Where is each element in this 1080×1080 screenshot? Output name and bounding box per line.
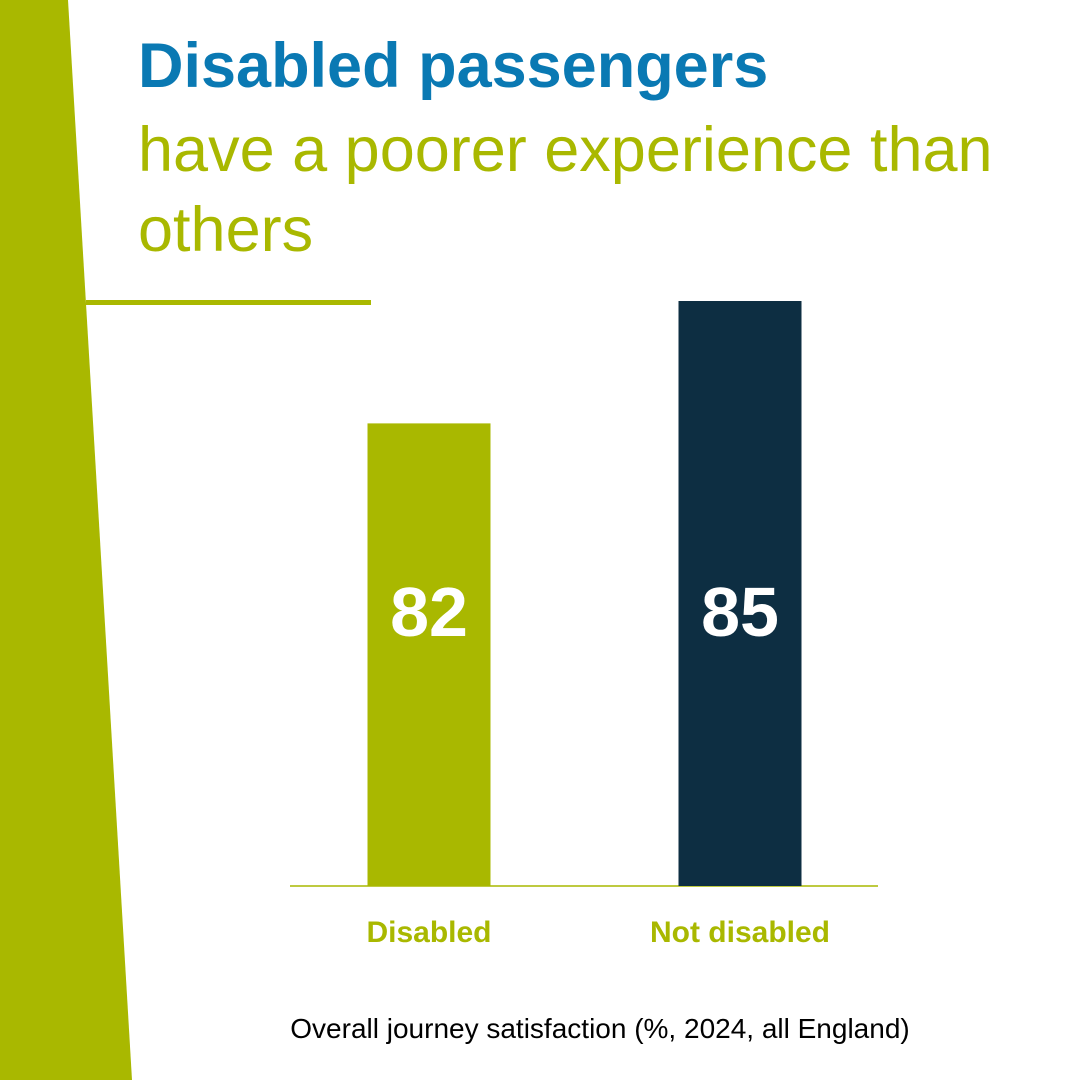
data-label: 85 xyxy=(701,573,779,651)
page-subtitle: have a poorer experience than others xyxy=(138,115,993,265)
page-title: Disabled passengers xyxy=(138,31,769,101)
bar-disabled xyxy=(367,423,491,886)
bar-not-disabled xyxy=(678,301,802,886)
data-label: 82 xyxy=(390,573,468,651)
title-underline xyxy=(86,300,371,305)
chart-caption: Overall journey satisfaction (%, 2024, a… xyxy=(290,1013,910,1044)
category-label: Not disabled xyxy=(650,916,830,949)
category-label: Disabled xyxy=(366,916,491,949)
